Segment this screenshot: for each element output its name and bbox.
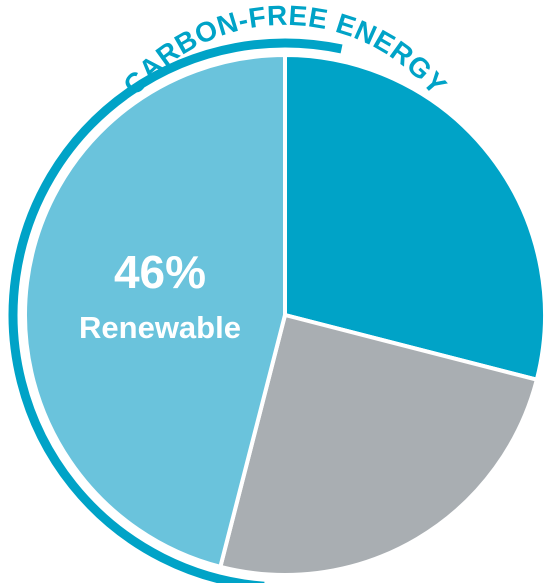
pie-slice-3 xyxy=(23,52,287,570)
renewable-value-label: 46% xyxy=(114,246,206,298)
pie-slices xyxy=(23,52,547,577)
pie-slice-2 xyxy=(217,312,540,577)
carbon-free-arc xyxy=(8,38,343,583)
renewable-name-label: Renewable xyxy=(79,310,241,345)
pie-slice-1 xyxy=(283,52,547,383)
